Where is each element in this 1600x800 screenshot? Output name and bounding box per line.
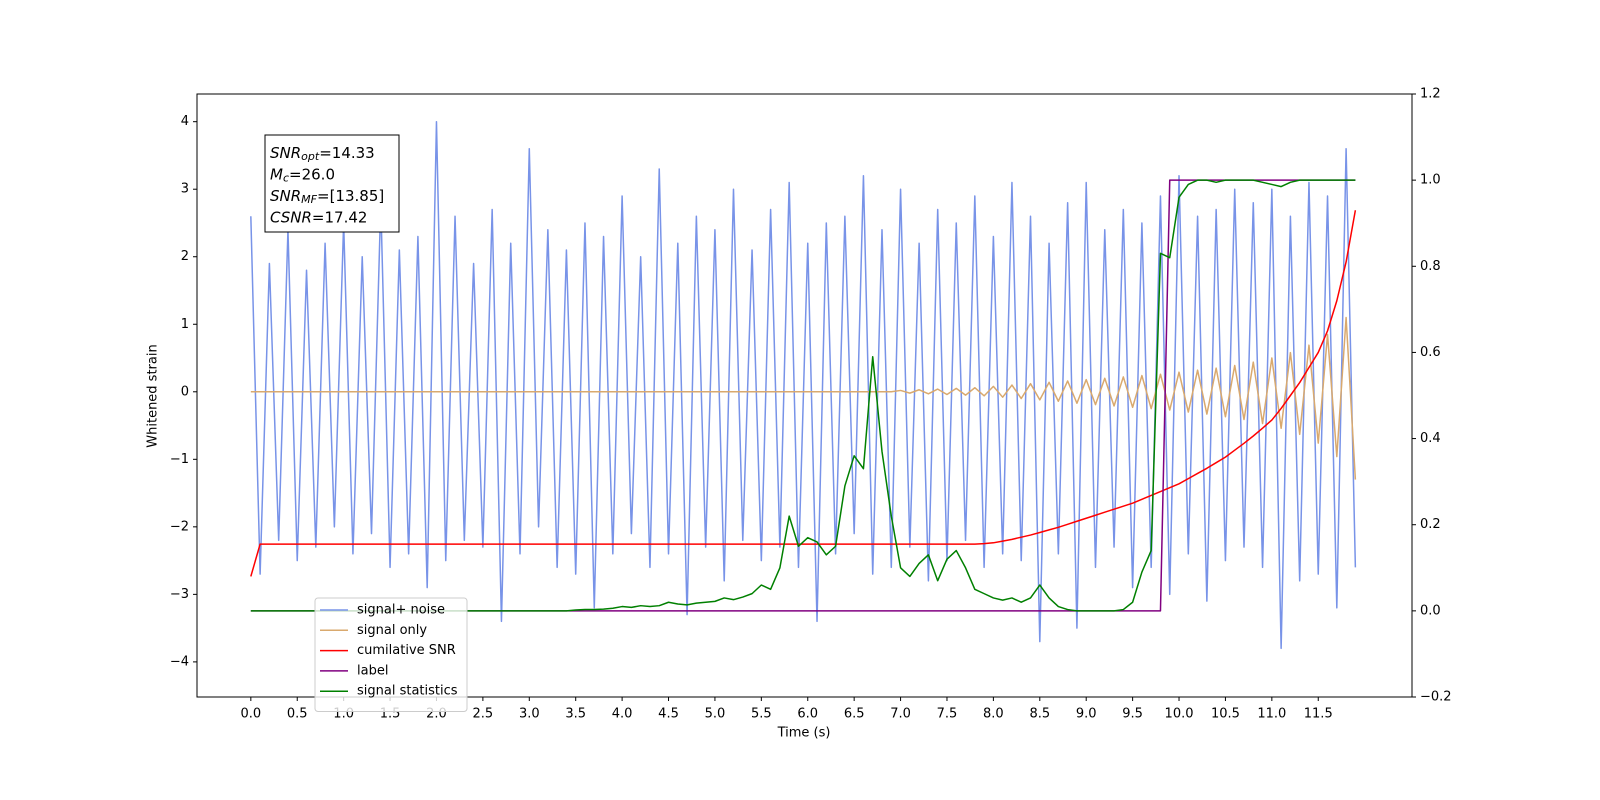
annotation-sub: opt bbox=[301, 150, 320, 163]
plot-frame bbox=[196, 93, 1413, 698]
annotation-value: =[13.85] bbox=[317, 187, 384, 205]
annotation: SNRopt=14.33 bbox=[270, 144, 375, 164]
x-tick-label: 9.5 bbox=[1122, 707, 1143, 722]
y-tick-label: 2 bbox=[181, 249, 189, 264]
x-tick-label: 10.0 bbox=[1165, 707, 1194, 722]
x-tick-label: 2.5 bbox=[473, 707, 494, 722]
y-tick-label: 1 bbox=[181, 317, 189, 332]
y2-tick-label: −0.2 bbox=[1420, 690, 1452, 705]
x-tick-label: 11.0 bbox=[1257, 707, 1286, 722]
legend-label: signal statistics bbox=[357, 684, 458, 699]
x-tick-label: 0.5 bbox=[287, 707, 308, 722]
x-tick-label: 4.5 bbox=[658, 707, 679, 722]
y-tick-label: −3 bbox=[170, 587, 189, 602]
annotation-name: SNR bbox=[270, 187, 301, 205]
annotation-name: CSNR bbox=[270, 208, 312, 226]
x-tick-label: 11.5 bbox=[1304, 707, 1333, 722]
annotation: CSNR=17.42 bbox=[270, 208, 367, 226]
legend-label: cumilative SNR bbox=[357, 643, 456, 658]
y2-tick-label: 0.8 bbox=[1420, 259, 1441, 274]
annotation: SNRMF=[13.85] bbox=[270, 187, 384, 207]
annotation-sub: c bbox=[283, 172, 289, 185]
legend-label: signal+ noise bbox=[357, 603, 445, 618]
x-tick-label: 5.5 bbox=[751, 707, 772, 722]
y-tick-label: 4 bbox=[181, 114, 189, 129]
annotation-box bbox=[264, 134, 400, 233]
x-tick-label: 7.5 bbox=[937, 707, 958, 722]
y2-tick-label: 0.4 bbox=[1420, 431, 1441, 446]
series-line bbox=[250, 210, 1357, 577]
y2-tick-label: 0.6 bbox=[1420, 345, 1441, 360]
series-line bbox=[250, 120, 1357, 650]
annotation-value: =14.33 bbox=[319, 144, 375, 162]
annotation: Mc=26.0 bbox=[270, 165, 335, 185]
y2-tick-label: 0.2 bbox=[1420, 517, 1441, 532]
x-tick-label: 4.0 bbox=[612, 707, 633, 722]
x-tick-label: 7.0 bbox=[890, 707, 911, 722]
legend-label: label bbox=[357, 663, 388, 678]
x-tick-label: 8.0 bbox=[983, 707, 1004, 722]
legend-box bbox=[314, 597, 468, 712]
annotation-value: =17.42 bbox=[312, 208, 368, 226]
legend-label: signal only bbox=[357, 623, 427, 638]
x-axis-label: Time (s) bbox=[777, 726, 831, 741]
y-tick-label: 0 bbox=[181, 384, 189, 399]
annotation-name: M bbox=[270, 165, 283, 183]
y2-tick-label: 0.0 bbox=[1420, 603, 1441, 618]
series-line bbox=[250, 316, 1357, 480]
y-axis-label: Whitened strain bbox=[146, 344, 161, 447]
x-tick-label: 3.5 bbox=[565, 707, 586, 722]
x-tick-label: 5.0 bbox=[705, 707, 726, 722]
x-tick-label: 8.5 bbox=[1029, 707, 1050, 722]
x-tick-label: 9.0 bbox=[1076, 707, 1097, 722]
x-tick-label: 10.5 bbox=[1211, 707, 1240, 722]
annotation-sub: MF bbox=[301, 193, 317, 206]
annotation-value: =26.0 bbox=[289, 165, 335, 183]
y-tick-label: −2 bbox=[170, 519, 189, 534]
x-tick-label: 6.5 bbox=[844, 707, 865, 722]
x-tick-label: 0.0 bbox=[240, 707, 261, 722]
annotation-name: SNR bbox=[270, 144, 301, 162]
y2-tick-label: 1.0 bbox=[1420, 173, 1441, 188]
y-tick-label: 3 bbox=[181, 182, 189, 197]
y2-tick-label: 1.2 bbox=[1420, 87, 1441, 102]
x-tick-label: 3.0 bbox=[519, 707, 540, 722]
y-tick-label: −4 bbox=[170, 654, 189, 669]
x-tick-label: 6.0 bbox=[797, 707, 818, 722]
y-tick-label: −1 bbox=[170, 452, 189, 467]
